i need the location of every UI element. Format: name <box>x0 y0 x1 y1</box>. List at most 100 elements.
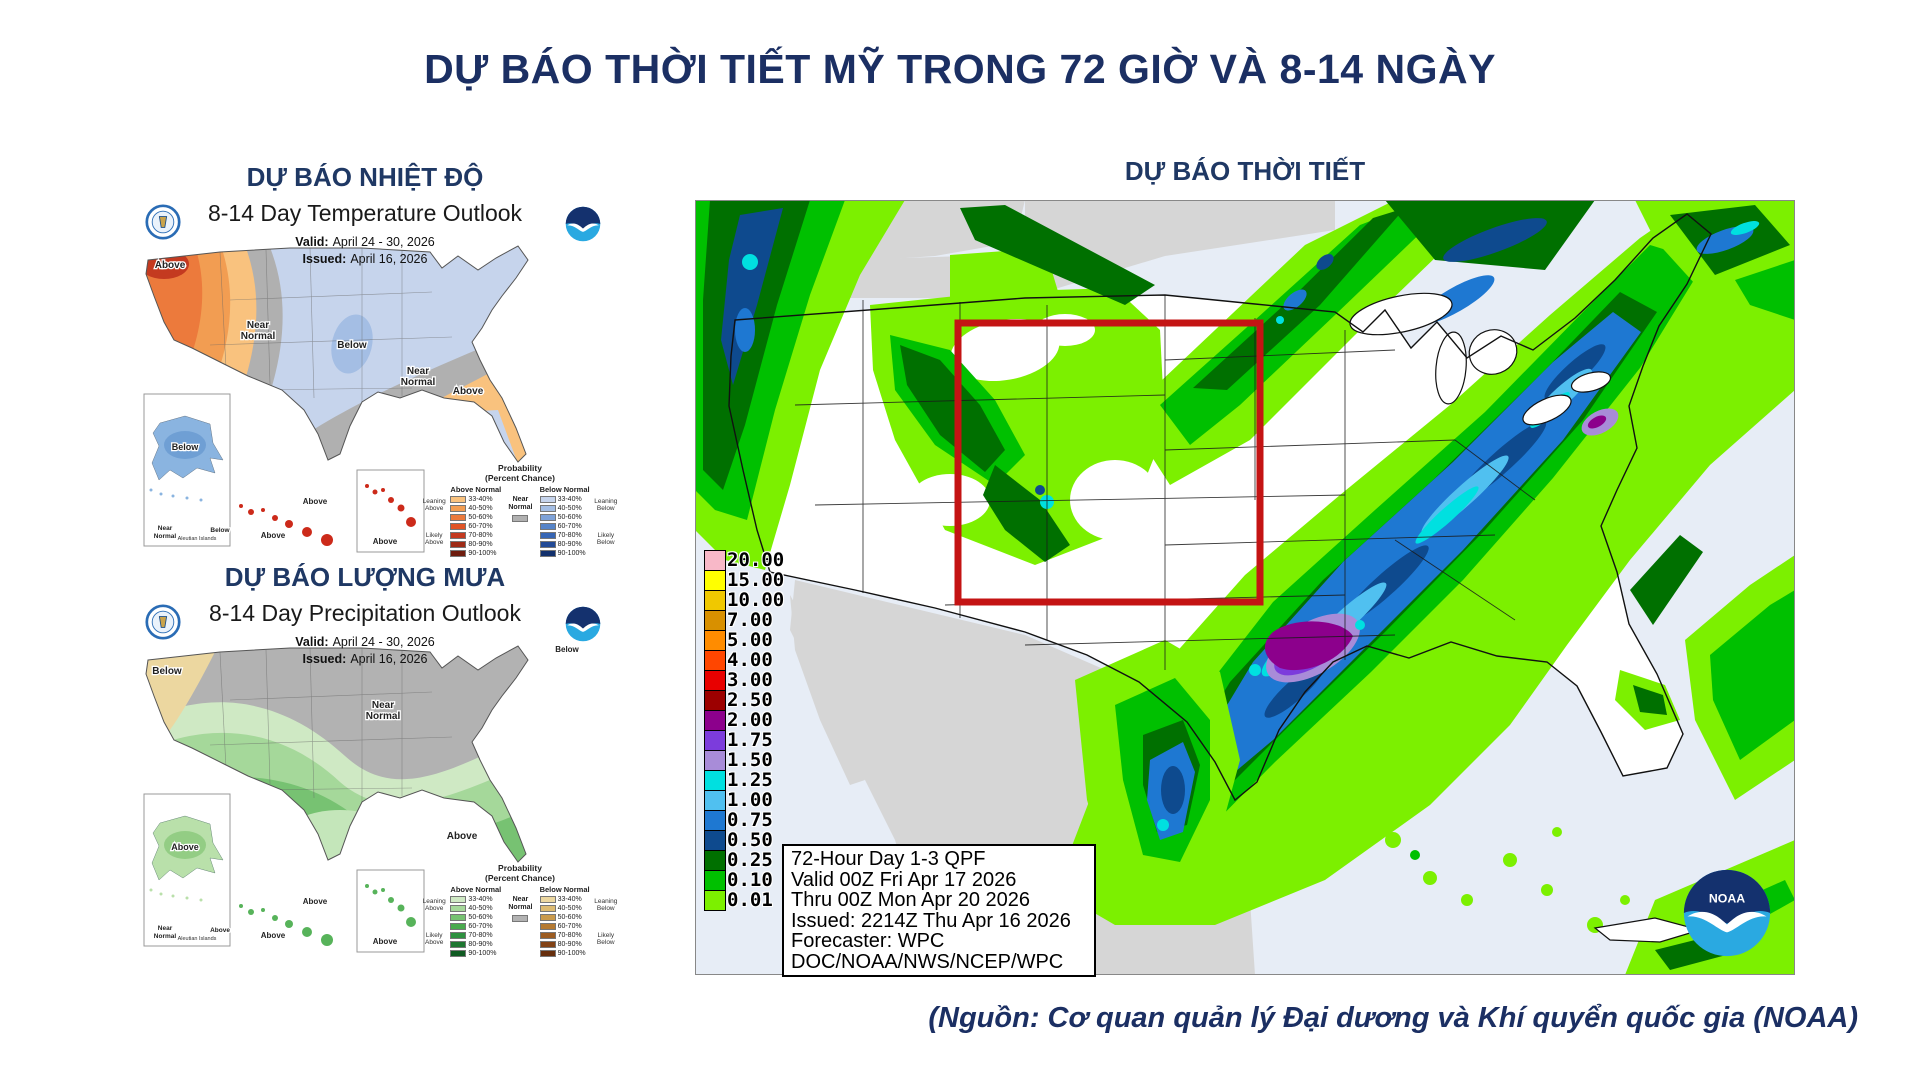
qpf-scale-row: 2.00 <box>704 710 784 731</box>
qpf-scale-row: 4.00 <box>704 650 784 671</box>
temperature-valid-line: Valid: April 24 - 30, 2026 <box>115 235 615 249</box>
qpf-scale-value: 3.00 <box>727 669 773 691</box>
qpf-scale-row: 0.25 <box>704 850 784 871</box>
near-normal-swatch <box>512 915 529 922</box>
legend-row: 70-80% <box>450 531 501 540</box>
precip-label-north-near-1: Near <box>372 700 394 711</box>
legend-swatch <box>450 923 467 930</box>
qpf-info-line: Valid 00Z Fri Apr 17 2026 <box>791 868 1017 891</box>
qpf-scale-value: 5.00 <box>727 629 773 651</box>
qpf-info-line: Thru 00Z Mon Apr 20 2026 <box>791 889 1031 911</box>
legend-swatch <box>539 541 556 548</box>
qpf-scale-swatch <box>704 890 726 911</box>
qpf-scale-row: 10.00 <box>704 590 784 611</box>
precip-label-inset-near-1: Near <box>158 925 173 932</box>
valid-label: Valid: <box>295 635 329 649</box>
qpf-scale-swatch <box>704 810 726 831</box>
legend-swatch <box>450 505 467 512</box>
legend-title-2: (Percent Chance) <box>485 872 555 883</box>
qpf-info-line: 72-Hour Day 1-3 QPF <box>791 848 986 870</box>
legend-row: 80-90% <box>539 940 590 949</box>
temp-label-islands-1: Above <box>303 497 328 506</box>
legend-row: 90-100% <box>450 949 501 958</box>
noaa-logo-icon <box>565 206 601 242</box>
temp-label-west-near-1: Near <box>247 320 269 331</box>
doc-seal-icon <box>145 204 181 240</box>
qpf-map <box>695 200 1795 975</box>
legend-swatch <box>539 505 556 512</box>
legend-row: 50-60% <box>450 913 501 922</box>
temperature-map-title: 8-14 Day Temperature Outlook <box>207 200 523 226</box>
qpf-scale-value: 4.00 <box>727 649 773 671</box>
legend-swatch <box>539 923 556 930</box>
qpf-scale-swatch <box>704 570 726 591</box>
legend-near-normal: Near Normal <box>504 485 536 522</box>
legend-pct: 40-50% <box>557 905 582 912</box>
legend-swatch <box>539 941 556 948</box>
legend-row: 90-100% <box>450 549 501 558</box>
legend-row: 70-80% <box>450 931 501 940</box>
legend-above-header: Above Normal <box>450 485 502 494</box>
qpf-scale-row: 1.00 <box>704 790 784 811</box>
precipitation-outlook-figure: DỰ BÁO LƯỢNG MƯA 8-14 Day Precipitation … <box>115 558 617 970</box>
issued-label: Issued: <box>302 652 347 666</box>
source-credit: (Nguồn: Cơ quan quản lý Đại dương và Khí… <box>928 1002 1858 1034</box>
legend-pct: 60-70% <box>557 923 582 930</box>
legend-title-1: Probability <box>498 463 542 473</box>
legend-swatch <box>450 932 467 939</box>
legend-pct: 33-40% <box>468 896 493 903</box>
qpf-scale-value: 2.00 <box>727 709 773 731</box>
legend-below-header: Below Normal <box>539 885 590 894</box>
qpf-scale-row: 7.00 <box>704 610 784 631</box>
legend-row: 70-80% <box>539 531 590 540</box>
legend-pct: 33-40% <box>557 496 582 503</box>
precip-label-aleutian-status: Above <box>210 927 230 934</box>
svg-text:NOAA: NOAA <box>1709 891 1745 905</box>
qpf-scale-value: 0.01 <box>727 889 773 911</box>
legend-swatch <box>450 905 467 912</box>
legend-row: 40-50% <box>539 904 590 913</box>
legend-row: 40-50% <box>539 504 590 513</box>
legend-pct: 33-40% <box>468 496 493 503</box>
precipitation-legend: Probability (Percent Chance) Leaning Abov… <box>421 863 619 958</box>
legend-pct: 33-40% <box>557 896 582 903</box>
precip-label-islands-1: Above <box>303 897 328 906</box>
legend-swatch <box>450 896 467 903</box>
qpf-scale-value: 0.75 <box>727 809 773 831</box>
precip-label-inset-near-2: Normal <box>154 933 177 940</box>
qpf-info-line: DOC/NOAA/NWS/NCEP/WPC <box>791 950 1064 973</box>
qpf-scale-row: 1.25 <box>704 770 784 791</box>
legend-above-rows: 33-40% 40-50% 50-60% 60-70% 70-80% 80-90% 90-1… <box>450 895 501 958</box>
legend-swatch <box>450 950 467 957</box>
qpf-scale-value: 0.50 <box>727 829 773 851</box>
highlight-rectangle <box>954 319 1264 606</box>
legend-swatch <box>539 523 556 530</box>
legend-row: 60-70% <box>539 522 590 531</box>
qpf-scale-swatch <box>704 710 726 731</box>
legend-swatch <box>539 496 556 503</box>
qpf-scale-row: 2.50 <box>704 690 784 711</box>
temp-label-south-near-1: Near <box>407 366 429 377</box>
temp-label-inset-near-2: Normal <box>154 533 177 540</box>
qpf-scale-row: 5.00 <box>704 630 784 651</box>
qpf-scale-value: 0.25 <box>727 849 773 871</box>
qpf-scale-value: 0.10 <box>727 869 773 891</box>
legend-pct: 80-90% <box>557 941 582 948</box>
qpf-scale-row: 20.00 <box>704 550 784 571</box>
qpf-scale-swatch <box>704 630 726 651</box>
qpf-scale-swatch <box>704 690 726 711</box>
legend-swatch <box>539 905 556 912</box>
temp-label-south-near-2: Normal <box>401 377 436 388</box>
legend-pct: 70-80% <box>468 532 493 539</box>
legend-row: 40-50% <box>450 904 501 913</box>
legend-swatch <box>450 914 467 921</box>
valid-value: April 24 - 30, 2026 <box>332 235 435 249</box>
legend-pct: 80-90% <box>468 541 493 548</box>
legend-pct: 90-100% <box>557 550 586 557</box>
doc-seal-icon <box>145 604 181 640</box>
temperature-outlook-figure: DỰ BÁO NHIỆT ĐỘ 8-14 Day Temperature Out… <box>115 158 617 570</box>
legend-row: 33-40% <box>450 895 501 904</box>
qpf-scale-swatch <box>704 830 726 851</box>
qpf-scale-value: 1.75 <box>727 729 773 751</box>
legend-pct: 90-100% <box>468 550 497 557</box>
